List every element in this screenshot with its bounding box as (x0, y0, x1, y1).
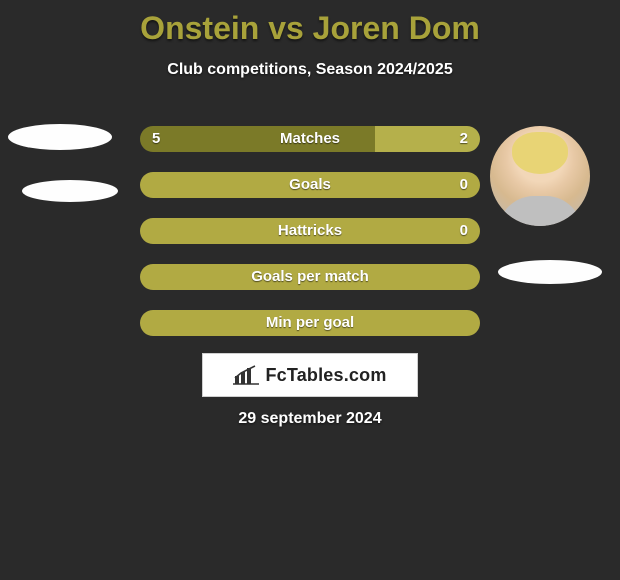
bar-matches-right-val: 2 (460, 126, 468, 152)
bar-goals-label: Goals (140, 172, 480, 198)
page-title: Onstein vs Joren Dom (0, 0, 620, 47)
bar-min-per-goal: Min per goal (140, 310, 480, 336)
player-right-avatar (490, 126, 590, 226)
bar-chart-icon (233, 364, 259, 386)
player-left-avatar-ellipse-2 (22, 180, 118, 202)
player-left-avatar-ellipse-1 (8, 124, 112, 150)
bar-matches-label: Matches (140, 126, 480, 152)
brand-badge[interactable]: FcTables.com (202, 353, 418, 397)
bar-goals-right-val: 0 (460, 172, 468, 198)
bar-gpm-label: Goals per match (140, 264, 480, 290)
player-right-shadow-ellipse (498, 260, 602, 284)
brand-text: FcTables.com (265, 365, 386, 386)
bar-mpg-label: Min per goal (140, 310, 480, 336)
bar-goals: Goals 0 (140, 172, 480, 198)
footer-date: 29 september 2024 (0, 410, 620, 428)
comparison-card: Onstein vs Joren Dom Club competitions, … (0, 0, 620, 580)
comparison-bars: 5 Matches 2 Goals 0 Hattricks 0 Goals pe… (140, 126, 480, 356)
page-subtitle: Club competitions, Season 2024/2025 (0, 61, 620, 79)
bar-hattricks-label: Hattricks (140, 218, 480, 244)
bar-goals-per-match: Goals per match (140, 264, 480, 290)
bar-matches: 5 Matches 2 (140, 126, 480, 152)
bar-hattricks-right-val: 0 (460, 218, 468, 244)
bar-hattricks: Hattricks 0 (140, 218, 480, 244)
